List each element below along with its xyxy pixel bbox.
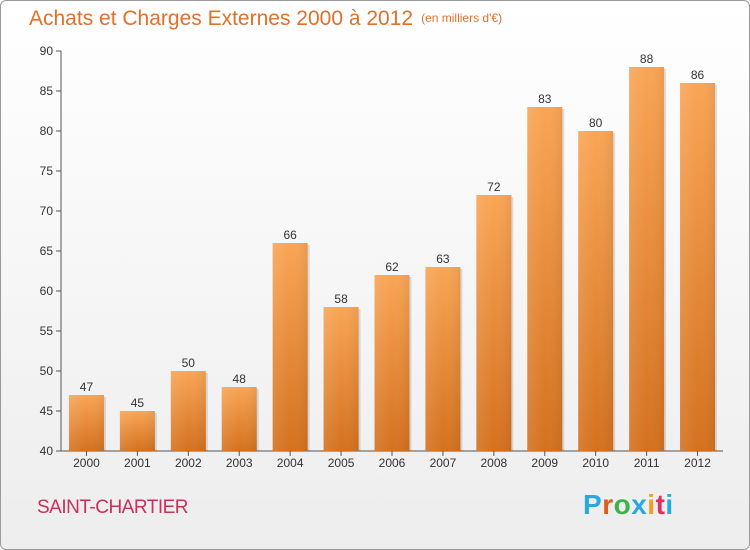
data-label: 83: [538, 92, 552, 106]
data-label: 80: [589, 116, 603, 130]
y-tick-label: 70: [40, 204, 54, 218]
bar-shine: [68, 395, 104, 451]
x-tick-label: 2012: [684, 456, 711, 470]
bar-shine: [425, 267, 461, 451]
bar-2004: [272, 243, 310, 451]
bar-2011: [629, 67, 667, 451]
bar-shine: [323, 307, 359, 451]
y-tick-label: 65: [40, 244, 54, 258]
y-tick-label: 40: [40, 444, 54, 458]
data-label: 86: [691, 68, 705, 82]
bar-2000: [68, 395, 106, 451]
y-tick-label: 75: [40, 164, 54, 178]
data-label: 50: [182, 356, 196, 370]
x-tick-label: 2006: [379, 456, 406, 470]
x-tick-label: 2002: [175, 456, 202, 470]
x-tick-label: 2003: [226, 456, 253, 470]
chart-title-text: Achats et Charges Externes 2000 à 2012: [29, 7, 414, 30]
bar-shine: [272, 243, 308, 451]
data-label: 72: [487, 180, 501, 194]
x-tick-label: 2011: [634, 456, 660, 470]
proxiti-logo: Proxiti: [583, 489, 674, 521]
bar-shine: [119, 411, 155, 451]
y-tick-label: 55: [40, 324, 54, 338]
data-label: 48: [233, 372, 247, 386]
data-label: 88: [640, 52, 654, 66]
bar-shine: [476, 195, 512, 451]
x-tick-label: 2001: [124, 456, 151, 470]
data-label: 63: [436, 252, 450, 266]
chart-title: Achats et Charges Externes 2000 à 2012 (e…: [29, 7, 502, 31]
y-tick-label: 60: [40, 284, 54, 298]
bar-2001: [119, 411, 157, 451]
data-label: 45: [131, 396, 145, 410]
x-tick-label: 2005: [328, 456, 355, 470]
x-tick-label: 2009: [531, 456, 558, 470]
x-tick-label: 2008: [480, 456, 507, 470]
y-tick-label: 90: [40, 44, 54, 58]
bar-2010: [578, 131, 616, 451]
x-tick-label: 2000: [73, 456, 100, 470]
bar-2005: [323, 307, 361, 451]
x-tick-label: 2004: [277, 456, 304, 470]
bar-shine: [170, 371, 206, 451]
bar-shine: [374, 275, 410, 451]
bar-shine: [527, 107, 563, 451]
logo-letter: P: [583, 489, 603, 520]
commune-name: SAINT-CHARTIER: [37, 497, 189, 518]
x-tick-label: 2010: [582, 456, 609, 470]
logo-letter: t: [655, 489, 666, 520]
y-tick-label: 85: [40, 84, 54, 98]
bar-shine: [578, 131, 614, 451]
bar-shine: [680, 83, 716, 451]
data-label: 66: [283, 228, 297, 242]
bar-2009: [527, 107, 565, 451]
data-label: 62: [385, 260, 399, 274]
y-tick-label: 50: [40, 364, 54, 378]
logo-letter: i: [665, 489, 674, 520]
data-label: 58: [334, 292, 348, 306]
data-label: 47: [80, 380, 94, 394]
bar-shine: [221, 387, 257, 451]
y-tick-label: 45: [40, 404, 54, 418]
bar-2012: [680, 83, 718, 451]
y-tick-label: 80: [40, 124, 54, 138]
x-tick-label: 2007: [430, 456, 457, 470]
logo-letter: x: [631, 489, 648, 520]
logo-letter: o: [613, 489, 632, 520]
bar-2006: [374, 275, 412, 451]
chart-labels: 2000 47 2001 45 2002 50 2003 48 2004 66 2005 58 2006…: [73, 52, 711, 470]
bar-shine: [629, 67, 665, 451]
bar-2002: [170, 371, 208, 451]
bar-2007: [425, 267, 463, 451]
bar-2008: [476, 195, 514, 451]
logo-letter: r: [602, 489, 614, 520]
logo-letter: i: [647, 489, 656, 520]
chart-unit: (en milliers d'€): [421, 11, 503, 25]
chart-bars: [68, 67, 718, 451]
bar-2003: [221, 387, 259, 451]
